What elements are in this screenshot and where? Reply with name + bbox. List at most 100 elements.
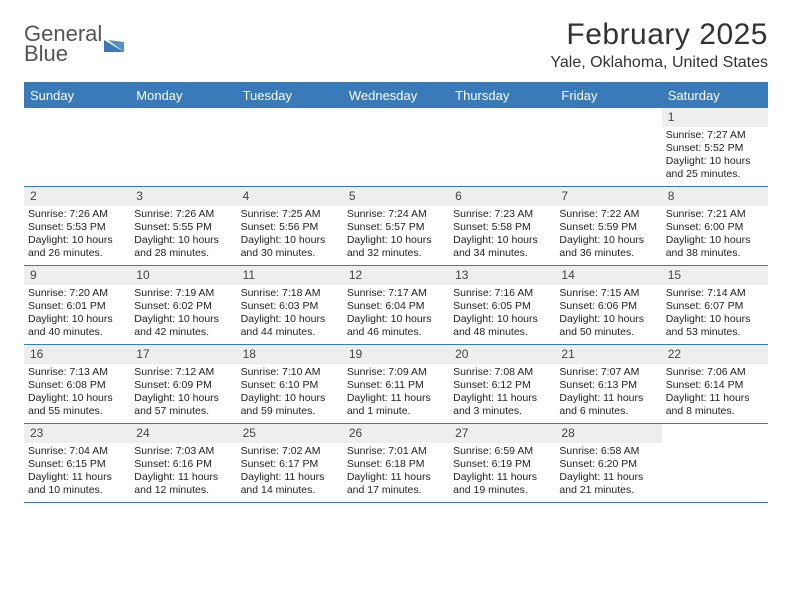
day-number: 7 [555, 187, 661, 206]
day-info-line: and 57 minutes. [134, 405, 232, 418]
day-info-line: and 59 minutes. [241, 405, 339, 418]
day-info-line: Sunrise: 7:01 AM [347, 445, 445, 458]
day-info-line: Sunset: 6:07 PM [666, 300, 764, 313]
weekday-header: Tuesday [237, 84, 343, 108]
day-number: 23 [24, 424, 130, 443]
day-info-line: Sunrise: 7:17 AM [347, 287, 445, 300]
day-number: 16 [24, 345, 130, 364]
day-info-line: and 19 minutes. [453, 484, 551, 497]
weeks-container: 1Sunrise: 7:27 AMSunset: 5:52 PMDaylight… [24, 108, 768, 503]
day-number: 28 [555, 424, 661, 443]
day-cell: 20Sunrise: 7:08 AMSunset: 6:12 PMDayligh… [449, 345, 555, 423]
day-number: 20 [449, 345, 555, 364]
day-info-line: Daylight: 10 hours [28, 234, 126, 247]
day-info-line: Sunrise: 7:04 AM [28, 445, 126, 458]
day-number: 9 [24, 266, 130, 285]
day-info-line: Sunset: 5:58 PM [453, 221, 551, 234]
week-row: 1Sunrise: 7:27 AMSunset: 5:52 PMDaylight… [24, 108, 768, 187]
day-info-line: Sunset: 5:57 PM [347, 221, 445, 234]
day-info-line: Sunrise: 7:07 AM [559, 366, 657, 379]
day-number: 8 [662, 187, 768, 206]
day-info-line: and 30 minutes. [241, 247, 339, 260]
week-row: 9 Sunrise: 7:20 AMSunset: 6:01 PM Daylight… [24, 266, 768, 345]
day-number: 13 [449, 266, 555, 285]
day-info-line: and 44 minutes. [241, 326, 339, 339]
day-info-line: Sunrise: 7:20 AM [28, 287, 126, 300]
week-row: 16Sunrise: 7:13 AMSunset: 6:08 PMDayligh… [24, 345, 768, 424]
title-block: February 2025 Yale, Oklahoma, United Sta… [550, 18, 768, 72]
day-info-line: and 40 minutes. [28, 326, 126, 339]
day-info-line: Daylight: 10 hours [134, 392, 232, 405]
day-info-line: Sunrise: 7:13 AM [28, 366, 126, 379]
day-number [555, 108, 661, 112]
month-title: February 2025 [550, 18, 768, 52]
day-info-line: Sunset: 6:20 PM [559, 458, 657, 471]
logo: General Blue [24, 24, 124, 64]
day-info-line: Sunset: 6:10 PM [241, 379, 339, 392]
day-info-line: Daylight: 10 hours [666, 234, 764, 247]
empty-cell [449, 108, 555, 186]
calendar: SundayMondayTuesdayWednesdayThursdayFrid… [24, 82, 768, 503]
day-cell: 7Sunrise: 7:22 AMSunset: 5:59 PMDaylight… [555, 187, 661, 265]
day-info-line: and 32 minutes. [347, 247, 445, 260]
day-info-line: Daylight: 11 hours [559, 471, 657, 484]
day-info-line: Sunrise: 7:09 AM [347, 366, 445, 379]
day-info-line: Daylight: 11 hours [666, 392, 764, 405]
day-cell: 14Sunrise: 7:15 AMSunset: 6:06 PMDayligh… [555, 266, 661, 344]
day-info-line: Sunrise: 7:26 AM [134, 208, 232, 221]
day-number: 2 [24, 187, 130, 206]
day-cell: 12Sunrise: 7:17 AMSunset: 6:04 PMDayligh… [343, 266, 449, 344]
day-info-line: Sunrise: 6:58 AM [559, 445, 657, 458]
day-info-line: and 1 minute. [347, 405, 445, 418]
day-info-line: Daylight: 10 hours [241, 392, 339, 405]
day-info-line: Sunset: 6:09 PM [134, 379, 232, 392]
day-info-line: Daylight: 10 hours [134, 234, 232, 247]
day-number: 15 [662, 266, 768, 285]
day-number: 5 [343, 187, 449, 206]
empty-cell [130, 108, 236, 186]
day-number: 1 [662, 108, 768, 127]
day-info-line: Sunrise: 7:21 AM [666, 208, 764, 221]
day-cell: 13Sunrise: 7:16 AMSunset: 6:05 PMDayligh… [449, 266, 555, 344]
day-info-line: Sunset: 6:18 PM [347, 458, 445, 471]
day-info-line: and 26 minutes. [28, 247, 126, 260]
day-info-line: and 55 minutes. [28, 405, 126, 418]
day-number: 18 [237, 345, 343, 364]
day-info-line: Sunrise: 6:59 AM [453, 445, 551, 458]
day-cell: 16Sunrise: 7:13 AMSunset: 6:08 PMDayligh… [24, 345, 130, 423]
day-info-line: Sunset: 6:01 PM [28, 300, 126, 313]
day-info-line: and 42 minutes. [134, 326, 232, 339]
day-info-line: Sunset: 6:04 PM [347, 300, 445, 313]
day-number [662, 424, 768, 428]
day-number: 21 [555, 345, 661, 364]
day-info-line: Sunrise: 7:27 AM [666, 129, 764, 142]
day-cell: 8Sunrise: 7:21 AMSunset: 6:00 PMDaylight… [662, 187, 768, 265]
empty-cell [555, 108, 661, 186]
day-number: 12 [343, 266, 449, 285]
weekday-header: Saturday [662, 84, 768, 108]
day-info-line: Sunset: 6:19 PM [453, 458, 551, 471]
day-number: 19 [343, 345, 449, 364]
day-info-line: Sunset: 5:56 PM [241, 221, 339, 234]
day-number: 6 [449, 187, 555, 206]
day-info-line: Sunrise: 7:03 AM [134, 445, 232, 458]
day-info-line: Sunrise: 7:23 AM [453, 208, 551, 221]
day-info-line: Daylight: 10 hours [453, 234, 551, 247]
day-info-line: Sunrise: 7:10 AM [241, 366, 339, 379]
day-info-line: Sunrise: 7:02 AM [241, 445, 339, 458]
day-info-line: and 25 minutes. [666, 168, 764, 181]
day-number: 14 [555, 266, 661, 285]
day-cell: 26Sunrise: 7:01 AMSunset: 6:18 PMDayligh… [343, 424, 449, 502]
day-cell: 5Sunrise: 7:24 AMSunset: 5:57 PMDaylight… [343, 187, 449, 265]
day-number [130, 108, 236, 112]
week-row: 23Sunrise: 7:04 AMSunset: 6:15 PMDayligh… [24, 424, 768, 503]
day-info-line: Daylight: 11 hours [559, 392, 657, 405]
day-number: 27 [449, 424, 555, 443]
day-info-line: Sunrise: 7:15 AM [559, 287, 657, 300]
day-number: 25 [237, 424, 343, 443]
day-info-line: Sunrise: 7:25 AM [241, 208, 339, 221]
day-info-line: Sunset: 6:11 PM [347, 379, 445, 392]
day-info-line: Daylight: 10 hours [134, 313, 232, 326]
day-number: 10 [130, 266, 236, 285]
day-cell: 6 Sunrise: 7:23 AMSunset: 5:58 PMDaylight… [449, 187, 555, 265]
